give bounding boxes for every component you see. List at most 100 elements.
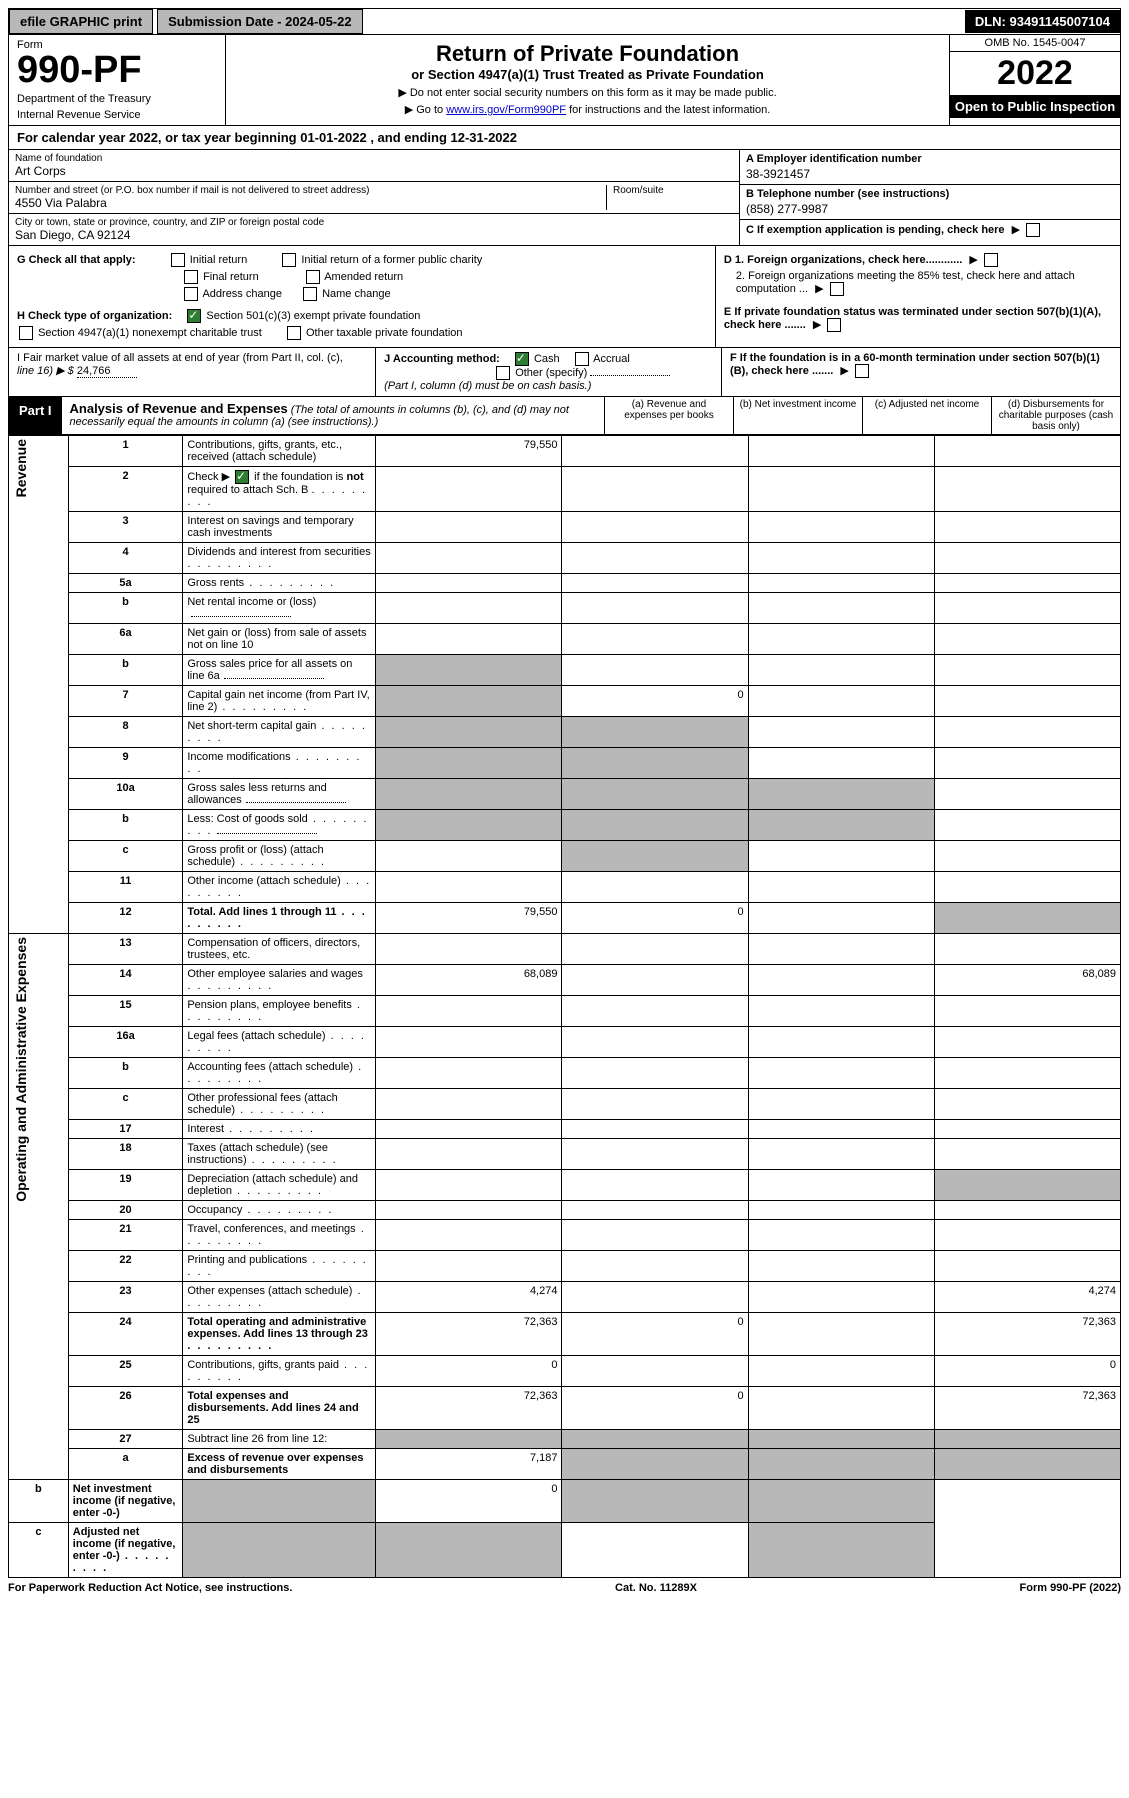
cat-number: Cat. No. 11289X [615,1582,697,1594]
table-row: 5aGross rents [9,574,1121,593]
room-label: Room/suite [613,185,733,196]
table-row: Operating and Administrative Expenses13C… [9,934,1121,965]
initial-former-checkbox[interactable] [282,253,296,267]
4947-checkbox[interactable] [19,326,33,340]
table-row: 20Occupancy [9,1201,1121,1220]
accrual-checkbox[interactable] [575,352,589,366]
irs-label: Internal Revenue Service [17,109,217,121]
85pct-test-checkbox[interactable] [830,282,844,296]
table-row: 15Pension plans, employee benefits [9,996,1121,1027]
instructions-note: ▶ Go to www.irs.gov/Form990PF for instru… [236,103,939,116]
table-row: bNet rental income or (loss) [9,593,1121,624]
omb-number: OMB No. 1545-0047 [950,35,1120,52]
initial-return-checkbox[interactable] [171,253,185,267]
table-row: 21Travel, conferences, and meetings [9,1220,1121,1251]
form-footer-label: Form 990-PF (2022) [1020,1582,1121,1594]
table-row: cAdjusted net income (if negative, enter… [9,1523,1121,1578]
part1-header: Part I Analysis of Revenue and Expenses … [8,397,1121,435]
paperwork-notice: For Paperwork Reduction Act Notice, see … [8,1582,292,1594]
expenses-section-label: Operating and Administrative Expenses [13,937,29,1202]
address-value: 4550 Via Palabra [15,196,606,210]
fmv-value: 24,766 [77,365,137,378]
section-i-j-f: I Fair market value of all assets at end… [8,348,1121,397]
table-row: 14Other employee salaries and wages68,08… [9,965,1121,996]
table-row: 11Other income (attach schedule) [9,872,1121,903]
table-row: cOther professional fees (attach schedul… [9,1089,1121,1120]
exemption-pending-label: C If exemption application is pending, c… [746,224,1005,236]
cash-basis-note: (Part I, column (d) must be on cash basi… [384,380,713,392]
form-title: Return of Private Foundation [236,41,939,67]
phone-label: B Telephone number (see instructions) [746,188,1114,200]
efile-print-button[interactable]: efile GRAPHIC print [9,9,153,34]
identification-block: Name of foundation Art Corps Number and … [8,150,1121,246]
exemption-checkbox[interactable] [1026,223,1040,237]
amended-return-checkbox[interactable] [306,270,320,284]
col-c-header: (c) Adjusted net income [862,397,991,434]
dept-treasury: Department of the Treasury [17,93,217,105]
j-label: J Accounting method: [384,353,500,365]
tax-year: 2022 [950,52,1120,95]
f-label: F If the foundation is in a 60-month ter… [730,352,1100,377]
table-row: bAccounting fees (attach schedule) [9,1058,1121,1089]
table-row: bGross sales price for all assets on lin… [9,655,1121,686]
col-b-header: (b) Net investment income [733,397,862,434]
table-row: 10aGross sales less returns and allowanc… [9,779,1121,810]
form-subtitle: or Section 4947(a)(1) Trust Treated as P… [236,67,939,82]
city-label: City or town, state or province, country… [15,217,733,228]
table-row: bLess: Cost of goods sold [9,810,1121,841]
table-row: 7Capital gain net income (from Part IV, … [9,686,1121,717]
form-number: 990-PF [17,51,217,89]
foreign-org-checkbox[interactable] [984,253,998,267]
foundation-name: Art Corps [15,164,733,178]
g-label: G Check all that apply: [17,254,136,266]
table-row: 19Depreciation (attach schedule) and dep… [9,1170,1121,1201]
table-row: 16aLegal fees (attach schedule) [9,1027,1121,1058]
table-row: cGross profit or (loss) (attach schedule… [9,841,1121,872]
501c3-checkbox[interactable] [187,309,201,323]
col-a-header: (a) Revenue and expenses per books [604,397,733,434]
address-change-checkbox[interactable] [184,287,198,301]
dln-value: DLN: 93491145007104 [965,10,1120,33]
d1-label: D 1. Foreign organizations, check here..… [724,254,962,266]
phone-value: (858) 277-9987 [746,202,1114,216]
open-to-public: Open to Public Inspection [950,95,1120,118]
part1-title: Analysis of Revenue and Expenses [70,401,288,416]
name-change-checkbox[interactable] [303,287,317,301]
e-label: E If private foundation status was termi… [724,306,1101,331]
ein-value: 38-3921457 [746,167,1114,181]
fmv-label: I Fair market value of all assets at end… [17,352,367,364]
name-label: Name of foundation [15,153,733,164]
calendar-year-line: For calendar year 2022, or tax year begi… [8,126,1121,150]
other-method-checkbox[interactable] [496,366,510,380]
h-label: H Check type of organization: [17,310,172,322]
d2-label: 2. Foreign organizations meeting the 85%… [736,270,1075,295]
submission-date: Submission Date - 2024-05-22 [157,9,363,34]
analysis-table: Revenue1Contributions, gifts, grants, et… [8,435,1121,1578]
table-row: 26Total expenses and disbursements. Add … [9,1387,1121,1430]
60month-checkbox[interactable] [855,364,869,378]
cash-checkbox[interactable] [515,352,529,366]
form-header: Form 990-PF Department of the Treasury I… [8,35,1121,126]
ssn-warning: ▶ Do not enter social security numbers o… [236,86,939,99]
table-row: 25Contributions, gifts, grants paid00 [9,1356,1121,1387]
table-row: 27Subtract line 26 from line 12: [9,1430,1121,1449]
table-row: 2Check ▶ if the foundation is not requir… [9,467,1121,512]
table-row: 6aNet gain or (loss) from sale of assets… [9,624,1121,655]
table-row: bNet investment income (if negative, ent… [9,1480,1121,1523]
terminated-checkbox[interactable] [827,318,841,332]
section-g-d: G Check all that apply: Initial return I… [8,246,1121,348]
address-label: Number and street (or P.O. box number if… [15,185,606,196]
sch-b-checkbox[interactable] [235,470,249,484]
revenue-section-label: Revenue [13,439,29,497]
final-return-checkbox[interactable] [184,270,198,284]
table-row: 24Total operating and administrative exp… [9,1313,1121,1356]
table-row: 23Other expenses (attach schedule)4,2744… [9,1282,1121,1313]
table-row: 3Interest on savings and temporary cash … [9,512,1121,543]
table-row: 8Net short-term capital gain [9,717,1121,748]
table-row: 18Taxes (attach schedule) (see instructi… [9,1139,1121,1170]
table-row: 22Printing and publications [9,1251,1121,1282]
table-row: 9Income modifications [9,748,1121,779]
page-footer: For Paperwork Reduction Act Notice, see … [8,1578,1121,1598]
form990pf-link[interactable]: www.irs.gov/Form990PF [446,104,566,116]
other-taxable-checkbox[interactable] [287,326,301,340]
